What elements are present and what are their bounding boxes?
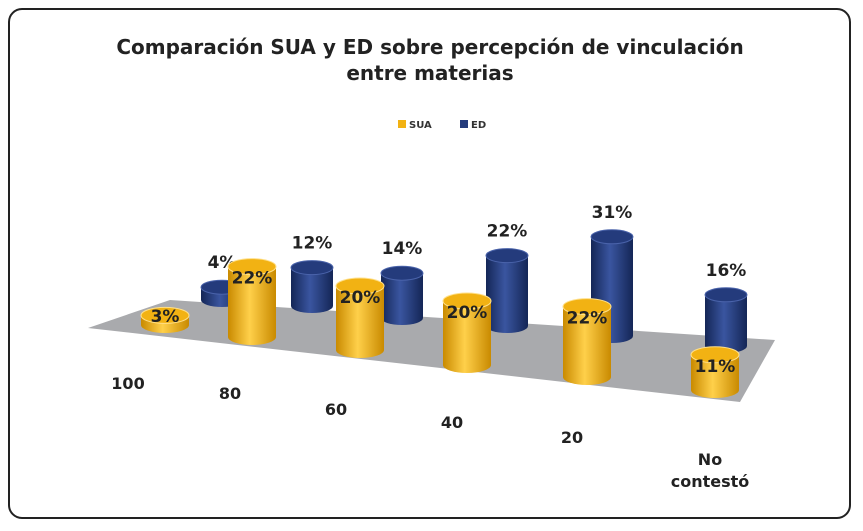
cylinder-body (691, 354, 739, 398)
data-label: 20% (447, 303, 488, 323)
category-label: 60 (324, 400, 348, 419)
cylinder (227, 258, 277, 345)
cylinder-top (140, 306, 190, 324)
chart-frame (8, 8, 851, 519)
cylinder-body (486, 255, 528, 333)
cylinder (335, 277, 385, 358)
data-label: 22% (567, 309, 608, 329)
data-label: 22% (232, 269, 273, 289)
chart-title: Comparación SUA y ED sobre percepción de… (116, 35, 744, 85)
legend-label: ED (471, 120, 486, 131)
cylinder (485, 248, 529, 333)
data-label: 12% (292, 234, 333, 254)
data-label: 31% (592, 203, 633, 223)
category-label: 80 (218, 384, 242, 403)
cylinder (690, 346, 740, 398)
data-label: 16% (706, 261, 747, 281)
category-label: 40 (440, 413, 464, 432)
cylinder-top (590, 229, 634, 245)
category-label: No contestó (670, 450, 750, 491)
cylinder-top (690, 346, 740, 364)
cylinder (140, 306, 190, 333)
cylinder-top (290, 260, 334, 276)
data-label: 3% (151, 307, 180, 327)
cylinder-body (705, 294, 747, 353)
legend-swatch (460, 120, 468, 128)
cylinder-top (562, 298, 612, 316)
data-label: 22% (487, 222, 528, 242)
cylinder-body (563, 306, 611, 385)
cylinder (704, 287, 748, 353)
category-label: 20 (560, 428, 584, 447)
legend-label: SUA (409, 120, 432, 131)
cylinder-top (704, 287, 748, 303)
cylinder-body (381, 273, 423, 325)
cylinder-body (336, 286, 384, 358)
cylinder-body (443, 301, 491, 373)
cylinder-top (335, 277, 385, 295)
cylinder-top (380, 265, 424, 281)
cylinder (442, 292, 492, 373)
cylinder-body (291, 267, 333, 313)
cylinder-top (227, 258, 277, 276)
cylinder-top (485, 248, 529, 264)
data-label: 20% (340, 288, 381, 308)
cylinder-top (442, 292, 492, 310)
cylinder (290, 260, 334, 313)
cylinder (562, 298, 612, 385)
category-label: 100 (111, 374, 145, 393)
cylinder (380, 265, 424, 325)
data-label: 11% (695, 357, 736, 377)
data-label: 14% (382, 239, 423, 259)
cylinder-body (228, 266, 276, 345)
legend-swatch (398, 120, 406, 128)
